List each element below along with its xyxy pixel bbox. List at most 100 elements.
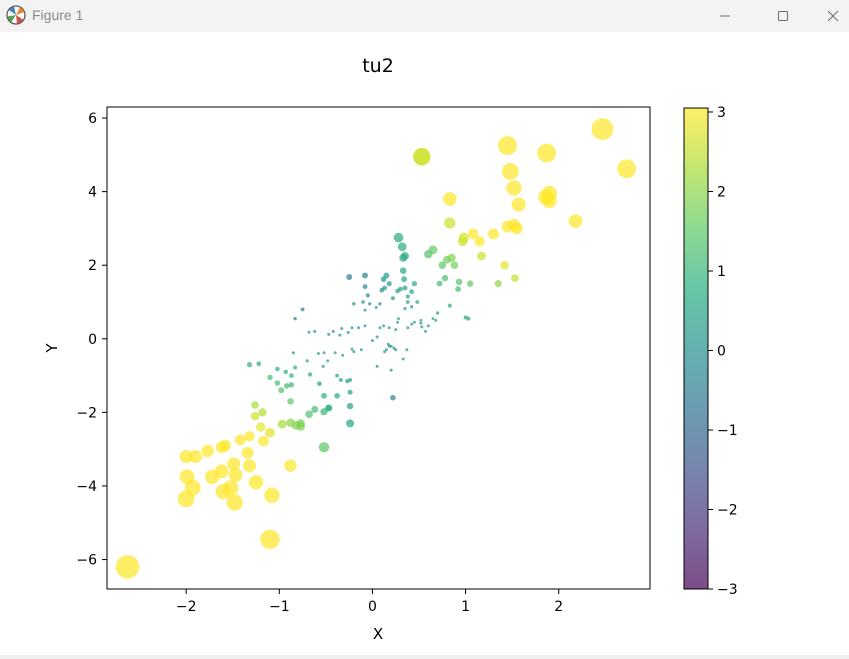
- scatter-point: [365, 293, 370, 298]
- scatter-point: [375, 335, 379, 339]
- scatter-point: [591, 118, 614, 140]
- scatter-point: [382, 285, 387, 291]
- scatter-point: [494, 280, 502, 288]
- window-titlebar: Figure 1: [0, 0, 849, 32]
- scatter-point: [214, 464, 229, 479]
- scatter-point: [401, 276, 407, 283]
- scatter-point: [244, 431, 255, 442]
- scatter-point: [346, 419, 355, 428]
- scatter-point: [326, 359, 330, 363]
- scatter-point: [447, 303, 452, 308]
- scatter-point: [435, 311, 440, 315]
- scatter-point: [177, 490, 195, 508]
- scatter-point: [321, 364, 325, 368]
- scatter-point: [289, 373, 294, 378]
- scatter-point: [406, 326, 410, 330]
- scatter-point: [251, 401, 259, 409]
- scatter-point: [393, 232, 404, 243]
- colorbar: [684, 108, 708, 589]
- scatter-point: [511, 197, 526, 212]
- scatter-point: [347, 389, 353, 395]
- scatter-point: [386, 281, 392, 287]
- scatter-point: [403, 307, 407, 311]
- maximize-button[interactable]: [760, 0, 806, 32]
- scatter-point: [179, 449, 193, 464]
- scatter-point: [390, 296, 395, 301]
- scatter-point: [346, 402, 354, 410]
- scatter-point: [201, 444, 214, 458]
- scatter-point: [384, 348, 388, 352]
- scatter-point: [346, 331, 350, 334]
- scatter-point: [246, 362, 253, 368]
- window-bottom-edge: [0, 655, 849, 659]
- scatter-point: [405, 348, 409, 352]
- scatter-point: [455, 278, 463, 285]
- scatter-point: [320, 408, 328, 416]
- colorbar-tick-label: 0: [717, 343, 726, 359]
- scatter-point: [359, 348, 363, 352]
- plot-frame: [106, 106, 651, 590]
- close-button[interactable]: [816, 0, 849, 32]
- scatter-point: [390, 394, 396, 401]
- scatter-point: [370, 339, 374, 343]
- scatter-point: [346, 274, 353, 280]
- colorbar-tick-label: −2: [717, 502, 738, 518]
- x-tick-label: 2: [554, 599, 563, 615]
- scatter-point: [275, 366, 280, 372]
- scatter-point: [511, 274, 519, 282]
- colorbar-frame: [683, 107, 709, 590]
- scatter-point: [394, 328, 398, 332]
- scatter-point: [293, 365, 298, 370]
- y-tick-label: −2: [76, 405, 97, 421]
- x-tick-label: −2: [176, 599, 197, 615]
- scatter-point: [568, 214, 583, 228]
- scatter-point: [348, 378, 353, 382]
- scatter-point: [413, 148, 431, 166]
- y-tick-label: 2: [88, 258, 97, 274]
- scatter-point: [363, 324, 367, 328]
- colorbar-tick-label: −3: [717, 582, 738, 598]
- scatter-point: [447, 253, 456, 262]
- scatter-point: [434, 318, 438, 322]
- y-tick-label: 6: [88, 111, 97, 127]
- scatter-point: [420, 325, 424, 329]
- y-axis-ticks: −6 −4 −2 0 2 4 6: [76, 111, 107, 569]
- scatter-point: [450, 261, 459, 269]
- scatter-point: [362, 272, 368, 279]
- close-icon: [827, 10, 838, 22]
- scatter-point: [352, 350, 356, 354]
- scatter-point: [248, 475, 264, 490]
- scatter-point: [378, 302, 382, 306]
- scatter-point: [265, 427, 275, 438]
- colorbar-tick-label: −1: [717, 423, 738, 439]
- scatter-point: [311, 405, 319, 413]
- x-tick-label: 1: [461, 599, 470, 615]
- scatter-point: [419, 321, 423, 325]
- scatter-point: [305, 410, 313, 419]
- scatter-point: [477, 251, 486, 261]
- minimize-button[interactable]: [702, 0, 748, 32]
- scatter-point: [338, 333, 342, 337]
- y-tick-label: 0: [88, 332, 97, 348]
- x-axis-label: X: [373, 625, 383, 643]
- matplotlib-logo-icon: [6, 5, 26, 25]
- scatter-point: [389, 368, 393, 372]
- scatter-point: [537, 143, 556, 163]
- scatter-point: [444, 217, 456, 229]
- scatter-point: [467, 280, 474, 287]
- scatter-point: [488, 228, 499, 240]
- scatter-point: [322, 351, 326, 355]
- scatter-point: [223, 480, 239, 496]
- scatter-point: [431, 317, 435, 321]
- colorbar-tick-label: 2: [717, 184, 726, 200]
- scatter-point: [399, 267, 407, 274]
- x-tick-label: −1: [269, 599, 290, 615]
- scatter-points: [115, 118, 637, 579]
- scatter-point: [387, 344, 391, 348]
- scatter-point: [378, 326, 382, 330]
- scatter-point: [256, 422, 266, 432]
- scatter-point: [179, 469, 195, 485]
- scatter-point: [215, 441, 228, 454]
- y-tick-label: −4: [76, 479, 97, 495]
- scatter-point: [316, 352, 320, 355]
